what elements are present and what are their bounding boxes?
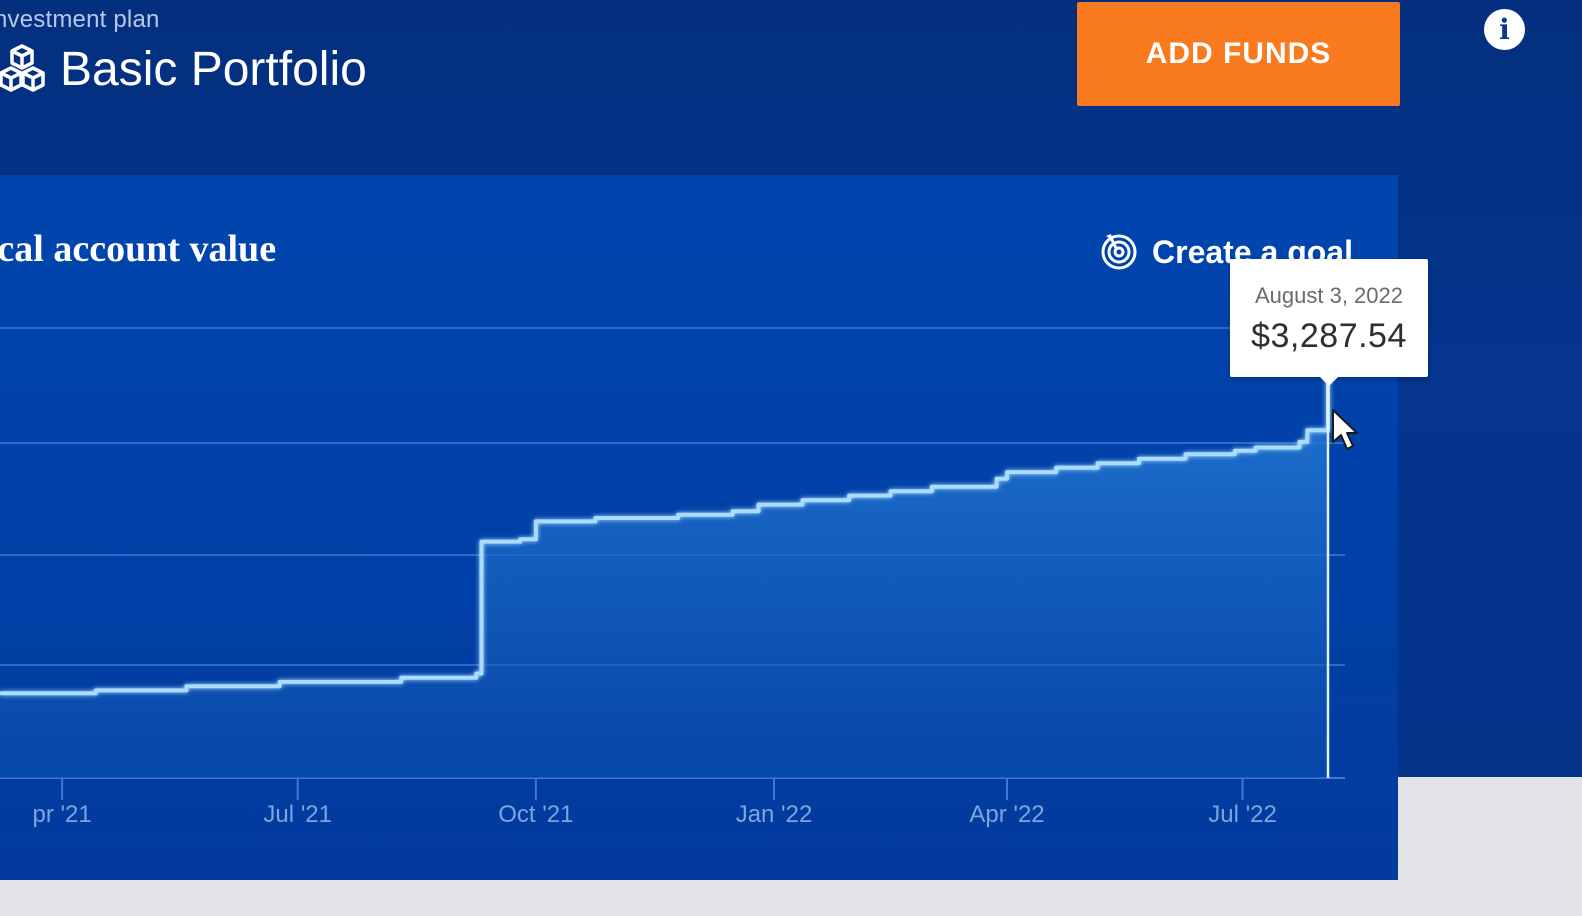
mouse-pointer-icon	[1332, 409, 1358, 450]
x-tick-label: Oct '21	[498, 801, 573, 828]
decorative-arc	[0, 770, 6, 880]
value-tooltip: August 3, 2022 $3,287.54	[1230, 259, 1428, 386]
x-tick-label: Apr '22	[969, 801, 1044, 828]
tooltip-date: August 3, 2022	[1254, 283, 1403, 308]
series-area	[0, 284, 1328, 778]
x-tick-label: Jul '22	[1208, 801, 1277, 828]
x-tick-label: Jul '21	[263, 801, 332, 828]
series-line	[0, 284, 1330, 696]
account-value-chart[interactable]: pr '21 Jul '21 Oct '21 Jan '22 Apr '22 Jul '2…	[0, 175, 1398, 880]
tooltip-value: $3,287.54	[1251, 317, 1407, 355]
x-tick-label: Jan '22	[736, 801, 813, 828]
x-tick-label: pr '21	[32, 801, 91, 828]
page-background-corner	[1398, 777, 1582, 916]
cubes-icon	[0, 44, 45, 92]
account-value-chart-card: pr '21 Jul '21 Oct '21 Jan '22 Apr '22 Jul '2…	[0, 175, 1398, 880]
add-funds-button[interactable]: ADD FUNDS	[1077, 2, 1400, 106]
page-background-strip	[0, 880, 1582, 916]
target-icon	[1101, 234, 1137, 270]
info-icon[interactable]: i	[1484, 9, 1525, 50]
plan-type-label: nvestment plan	[0, 6, 160, 33]
chart-title: rical account value	[0, 228, 277, 270]
portfolio-title: Basic Portfolio	[60, 43, 367, 96]
